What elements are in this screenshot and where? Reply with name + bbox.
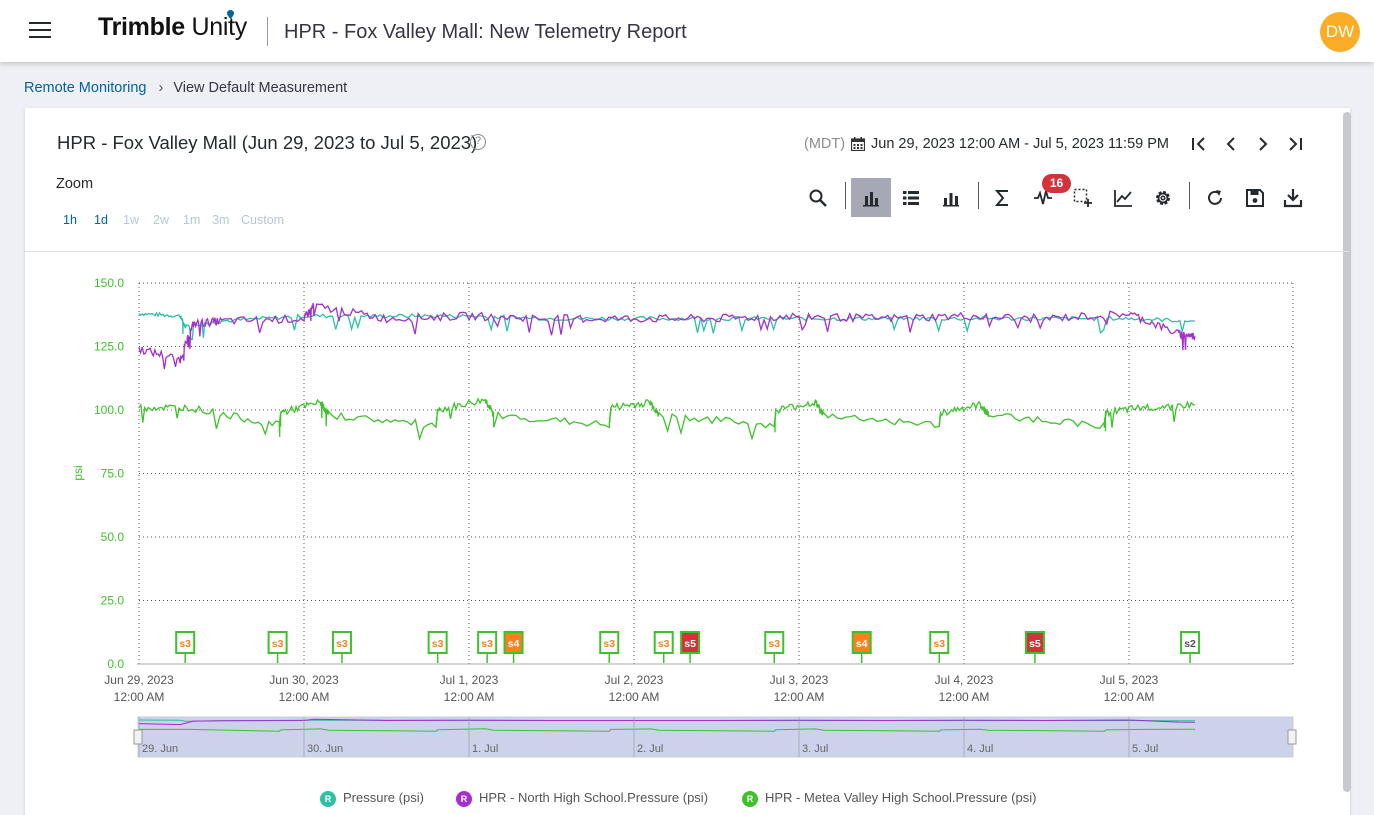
toolbar-divider [1189,182,1190,209]
search-button[interactable] [798,178,838,217]
bar-chart-icon [863,192,879,207]
stacked-bar-icon [943,193,959,207]
list-icon [903,191,919,205]
pulse-icon [1034,190,1052,205]
legend-label: Pressure (psi) [343,790,424,805]
zoom-1m[interactable]: 1m [183,213,201,227]
zoom-1h[interactable]: 1h [63,213,77,227]
first-page-icon[interactable] [1189,134,1209,154]
previous-icon[interactable] [1221,134,1241,154]
page-title: HPR - Fox Valley Mall: New Telemetry Rep… [284,21,687,43]
scrollbar[interactable] [1343,112,1351,792]
user-avatar[interactable]: DW [1320,12,1360,52]
refresh-button[interactable] [1195,178,1235,217]
report-title: HPR - Fox Valley Mall (Jun 29, 2023 to J… [57,132,478,153]
card-divider [25,251,1350,252]
zoom-2w[interactable]: 2w [153,213,169,227]
search-icon [809,189,827,207]
download-icon [1283,189,1303,208]
save-icon [1246,189,1264,207]
bar-chart-button[interactable] [851,178,891,217]
breadcrumb: Remote Monitoring › View Default Measureme… [24,80,347,96]
logo-bold-text: Trimble [98,13,185,41]
events-button[interactable] [1023,178,1063,217]
select-region-button[interactable] [1063,178,1103,217]
timezone-label: (MDT) [804,136,846,152]
save-button[interactable] [1235,178,1275,217]
legend-marker: R [742,790,758,807]
line-chart-button[interactable] [1103,178,1143,217]
zoom-3m[interactable]: 3m [212,213,230,227]
calendar-icon[interactable] [851,137,865,151]
zoom-1w[interactable]: 1w [123,213,139,227]
legend-item-north-high[interactable]: R HPR - North High School.Pressure (psi) [456,790,708,807]
next-icon[interactable] [1253,134,1273,154]
legend-marker: R [320,790,336,807]
legend-item-pressure[interactable]: R Pressure (psi) [320,790,424,807]
legend-label: HPR - North High School.Pressure (psi) [479,790,709,805]
download-button[interactable] [1273,178,1313,217]
events-count-badge: 16 [1042,174,1071,193]
line-chart-icon [1114,190,1132,207]
help-icon[interactable]: ? [470,134,486,150]
legend-item-metea-valley[interactable]: R HPR - Metea Valley High School.Pressure… [742,790,1036,807]
logo-pin-icon [227,10,234,19]
toolbar-divider [978,182,979,209]
logo-light-text: Unity [191,13,247,41]
hamburger-menu-icon[interactable] [29,22,51,40]
date-range-picker[interactable]: Jun 29, 2023 12:00 AM - Jul 5, 2023 11:5… [871,136,1169,152]
chevron-right-icon: › [158,80,164,96]
legend-label: HPR - Metea Valley High School.Pressure … [765,790,1037,805]
gear-icon [1156,191,1170,205]
zoom-custom[interactable]: Custom [241,213,285,227]
select-add-icon [1073,188,1092,207]
legend-marker: R [456,790,472,807]
stacked-bar-button[interactable] [931,178,971,217]
settings-button[interactable] [1143,178,1183,217]
zoom-label: Zoom [56,176,94,192]
last-page-icon[interactable] [1285,134,1305,154]
breadcrumb-link-remote-monitoring[interactable]: Remote Monitoring [24,80,147,96]
toolbar-divider [845,182,846,209]
sum-button[interactable] [983,178,1023,217]
list-view-button[interactable] [891,178,931,217]
sigma-icon [994,190,1008,206]
breadcrumb-current: View Default Measurement [173,80,348,96]
zoom-1d[interactable]: 1d [94,213,108,227]
header-divider [267,17,268,46]
refresh-icon [1208,190,1222,205]
app-header: Trimble Unity HPR - Fox Valley Mall: New… [0,0,1374,62]
trimble-unity-logo[interactable]: Trimble Unity [98,10,247,42]
